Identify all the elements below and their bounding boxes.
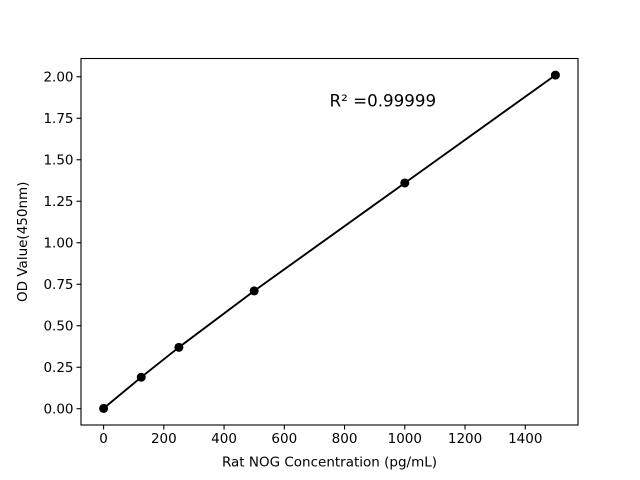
axes-layer: 0 200 400 600 800 1000 1200 1400 0.00 0.25 0.50 0.7… xyxy=(43,57,579,447)
x-tick-label: 0 xyxy=(99,431,108,447)
data-point xyxy=(99,403,109,413)
x-axis-label: Rat NOG Concentration (pg/mL) xyxy=(222,455,437,471)
data-point xyxy=(249,286,259,296)
y-tick-label: 1.75 xyxy=(43,111,73,127)
data-series-layer xyxy=(99,70,560,413)
y-axis-label: OD Value(450nm) xyxy=(15,182,31,302)
x-tick-label: 1200 xyxy=(448,431,482,447)
y-tick-label: 0.75 xyxy=(43,277,73,293)
plot-border xyxy=(80,57,579,426)
y-tick-label: 1.50 xyxy=(43,153,73,169)
y-tick-label: 1.00 xyxy=(43,236,73,252)
y-tick-label: 2.00 xyxy=(43,70,73,86)
x-tick-label: 200 xyxy=(151,431,177,447)
data-point xyxy=(136,372,146,382)
x-tick-label: 600 xyxy=(271,431,297,447)
x-tick-label: 1400 xyxy=(508,431,542,447)
trend-line xyxy=(102,74,557,410)
x-tick-label: 1000 xyxy=(388,431,422,447)
y-tick-label: 1.25 xyxy=(43,194,73,210)
y-tick-label: 0.25 xyxy=(43,360,73,376)
x-tick-label: 800 xyxy=(332,431,358,447)
x-tick-label: 400 xyxy=(211,431,237,447)
data-point xyxy=(550,70,560,80)
y-tick-label: 0.50 xyxy=(43,319,73,335)
r-squared-annotation: R² =0.99999 xyxy=(330,91,437,111)
y-tick-label: 0.00 xyxy=(43,402,73,418)
data-point xyxy=(400,178,410,188)
data-point xyxy=(174,342,184,352)
